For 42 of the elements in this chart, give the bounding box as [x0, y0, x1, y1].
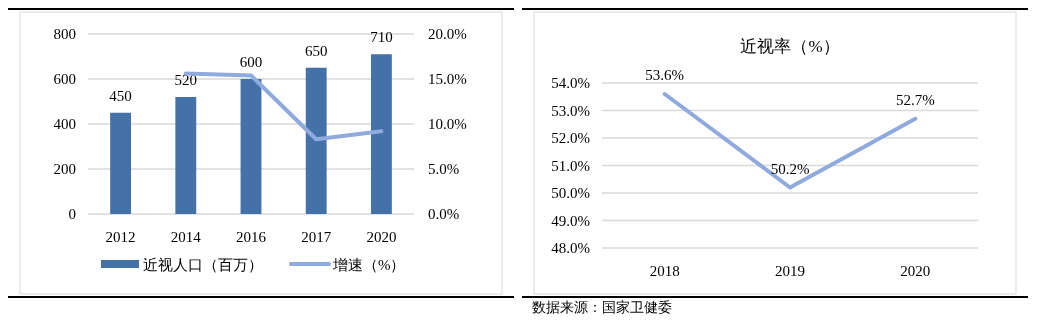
y2-tick-label: 0.0%: [428, 206, 460, 222]
bar: [110, 112, 132, 214]
bar: [240, 79, 262, 214]
y2-tick-label: 10.0%: [428, 116, 467, 132]
y-tick-label: 0: [68, 206, 76, 222]
data-label: 53.6%: [645, 67, 685, 83]
y2-tick-label: 15.0%: [428, 71, 467, 87]
y-tick-label: 800: [53, 26, 76, 42]
y-tick-label: 50.0%: [551, 185, 590, 201]
y2-tick-label: 5.0%: [428, 161, 460, 177]
legend-label: 增速（%）: [332, 257, 406, 273]
x-tick-label: 2014: [170, 229, 202, 245]
y-tick-label: 53.0%: [551, 102, 590, 119]
y-tick-label: 52.0%: [551, 130, 590, 146]
data-label: 50.2%: [770, 160, 810, 177]
y-tick-label: 51.0%: [551, 157, 590, 174]
y-tick-label: 200: [53, 161, 76, 177]
bar: [175, 97, 197, 214]
x-tick-label: 2018: [649, 263, 680, 279]
x-tick-label: 2020: [900, 263, 931, 279]
x-tick-label: 2012: [105, 229, 136, 245]
source-note: 数据来源：国家卫健委: [532, 300, 672, 315]
y-tick-label: 49.0%: [551, 212, 590, 229]
y-tick-label: 600: [53, 71, 76, 87]
legend-label: 近视人口（百万）: [143, 257, 263, 273]
y-tick-label: 48.0%: [551, 240, 590, 256]
x-tick-label: 2019: [775, 263, 805, 279]
data-label: 450: [109, 87, 132, 104]
x-tick-label: 2020: [366, 229, 397, 245]
y-tick-label: 400: [53, 116, 76, 132]
bar: [305, 67, 327, 214]
y2-tick-label: 20.0%: [428, 26, 467, 42]
data-label: 600: [239, 54, 263, 70]
bar: [370, 54, 392, 214]
y-tick-label: 54.0%: [551, 75, 590, 91]
data-label: 650: [304, 42, 328, 59]
x-tick-label: 2017: [301, 229, 332, 245]
x-tick-label: 2016: [236, 229, 267, 245]
data-label: 52.7%: [895, 91, 935, 108]
chart-title: 近视率（%）: [740, 37, 840, 56]
data-label: 710: [370, 29, 393, 46]
data-label: 520: [174, 72, 198, 88]
